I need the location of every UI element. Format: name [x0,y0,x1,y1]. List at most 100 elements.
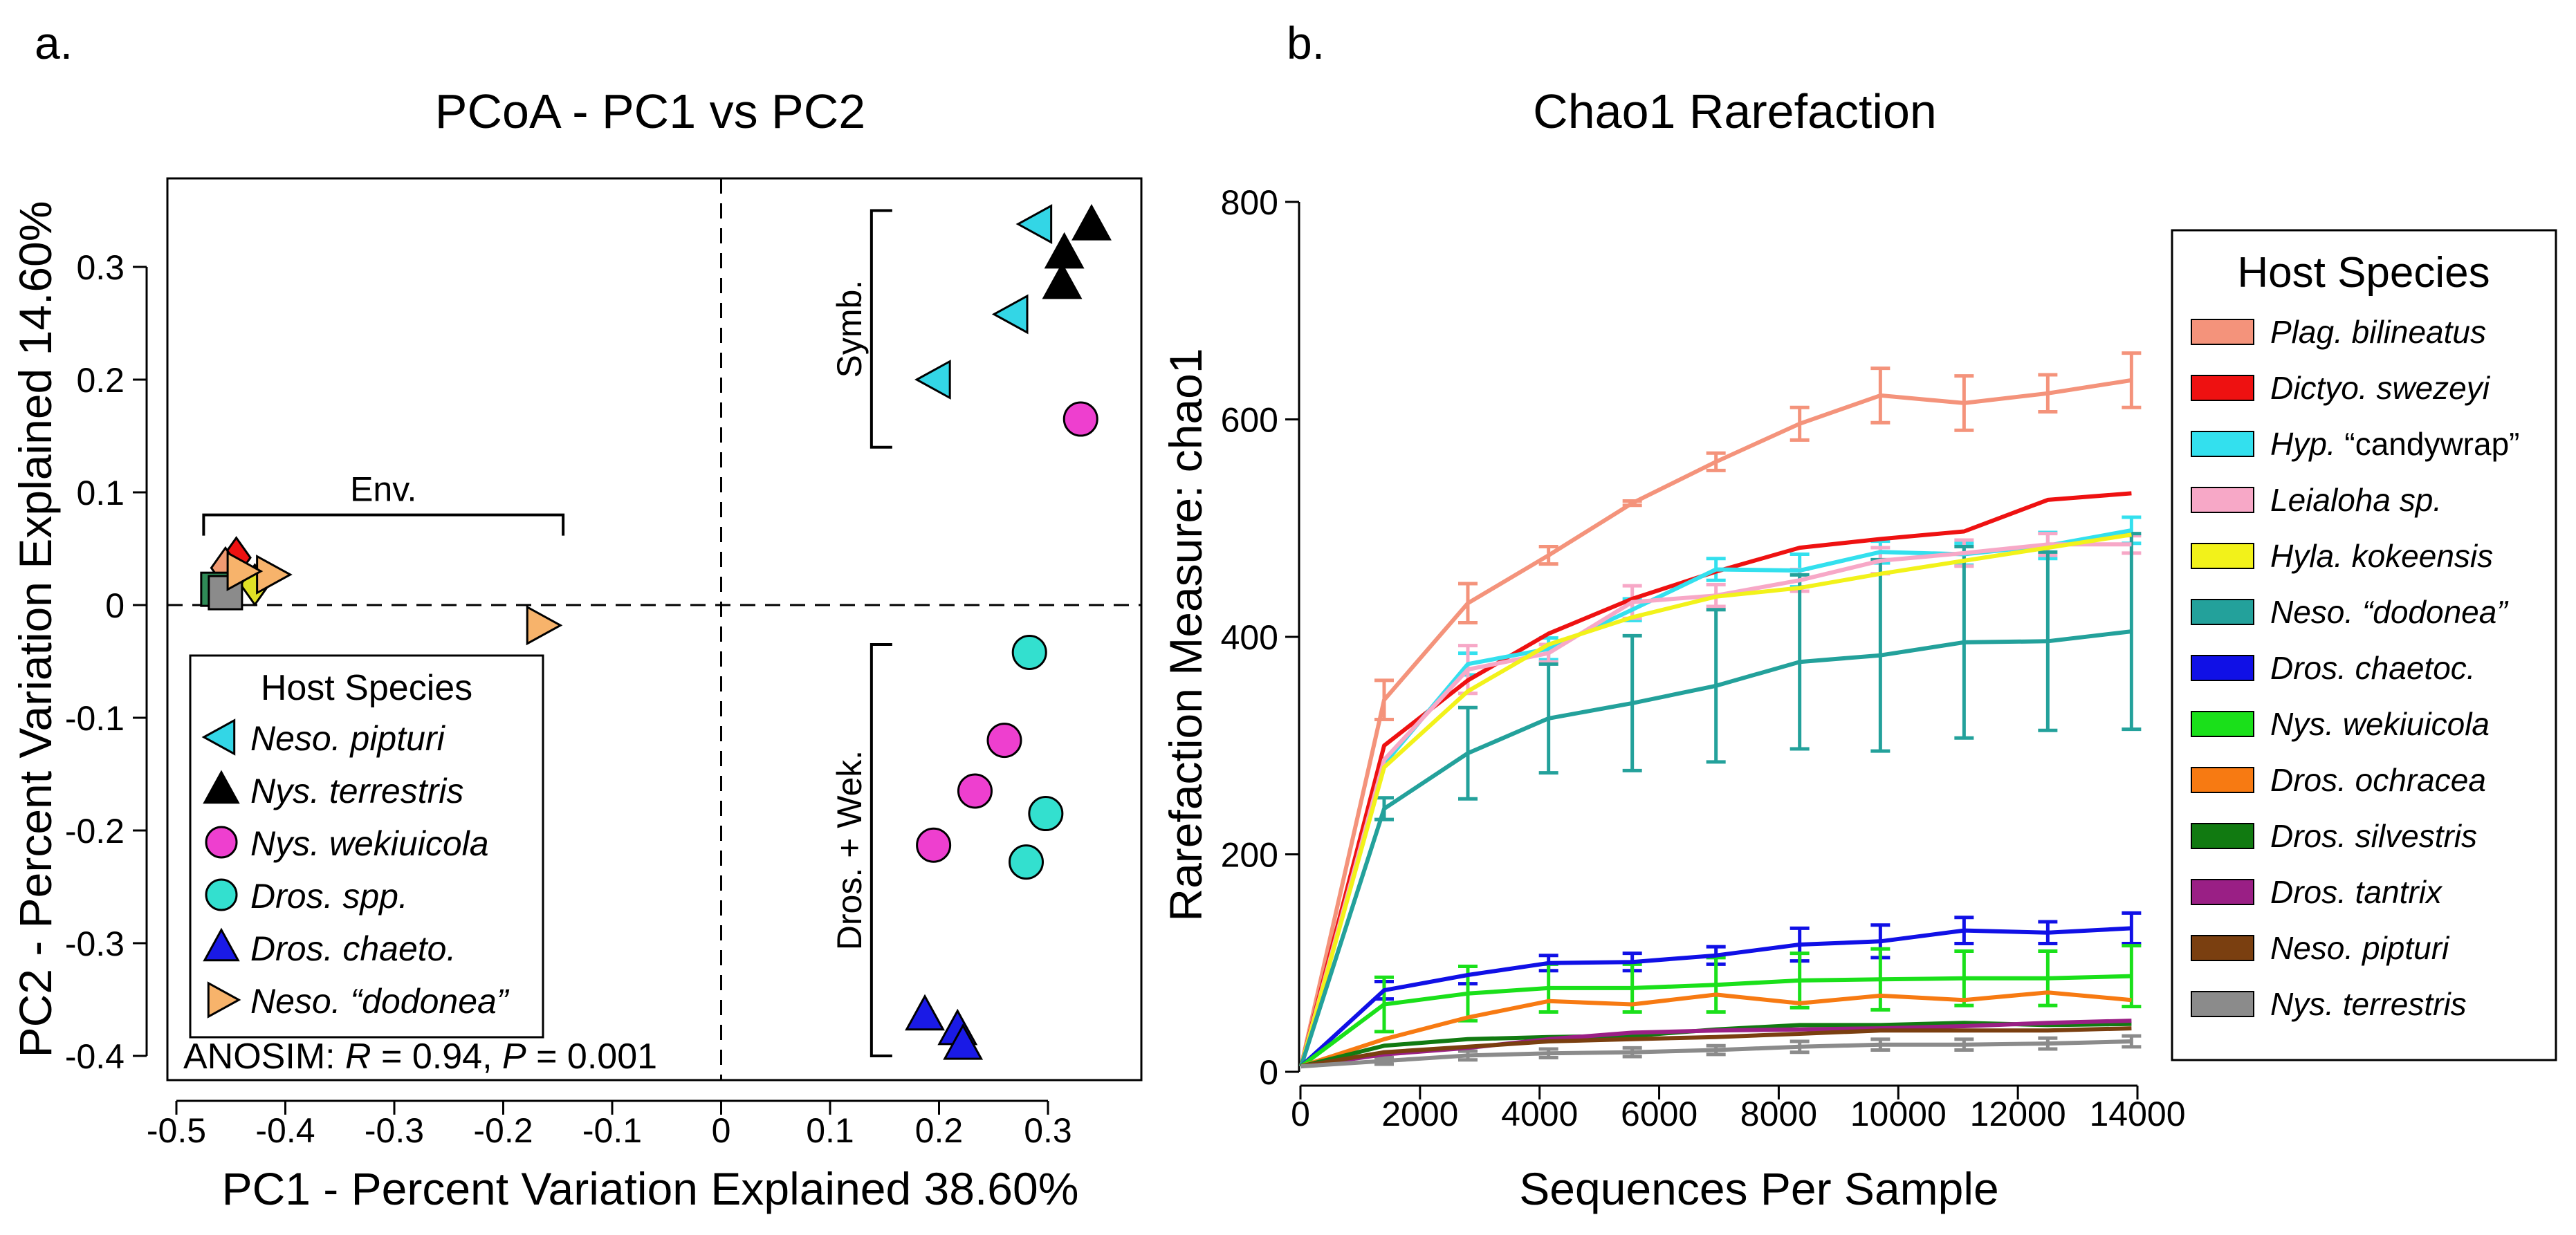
rarefaction-series-line [1299,629,2132,1068]
pcoa-x-tick-label: -0.5 [147,1111,206,1150]
rarefaction-legend-label-genus: Hyla. [2270,538,2343,574]
rarefaction-series-line [1300,990,2132,1068]
rarefaction-legend-label-species: ochracea [2346,762,2486,798]
pcoa-x-tick-label: -0.4 [255,1111,315,1150]
pcoa-legend-items: Neso. pipturi Nys. terrestris Nys. wekiuic… [201,718,510,1021]
pcoa-legend-marker [205,826,238,859]
rarefaction-legend-label-species: sp. [2391,482,2442,518]
pcoa-point [256,555,293,595]
rarefaction-legend-label-genus: Dros. [2270,818,2346,854]
pcoa-legend-label: Dros. chaeto. [250,929,456,968]
pcoa-legend-label: Dros. spp. [250,877,408,916]
rarefaction-legend-swatch [2191,543,2254,569]
pcoa-x-axis: -0.5 -0.4 -0.3 -0.2 -0.1 0 0.1 0.2 0.3 [147,1099,1072,1150]
bracket-env [202,513,565,536]
pcoa-y-tick-label: 0.2 [76,361,125,400]
pcoa-point [991,294,1029,335]
rarefaction-legend-swatch [2191,487,2254,513]
rarefaction-legend-label: Dros. silvestris [2270,818,2477,854]
rarefaction-legend-swatch [2191,991,2254,1017]
pcoa-reference-lines [167,178,1141,1080]
anosim-annotation: ANOSIM: R = 0.94, P = 0.001 [183,1037,657,1077]
pcoa-point [226,551,264,592]
rarefaction-legend-swatch [2191,375,2254,401]
pcoa-y-tick-label: -0.2 [65,812,125,851]
rarefaction-legend-label: Dros. tantrix [2270,874,2443,910]
rarefaction-y-tick-label: 200 [1221,836,1278,875]
rarefaction-legend-label-species: chaetoc. [2346,650,2476,686]
pcoa-legend-label: Nys. terrestris [250,772,463,810]
anosim-p-text: = 0.001 [526,1037,657,1077]
pcoa-legend-marker [203,770,240,804]
pcoa-plot-frame [166,177,1143,1081]
pcoa-point [914,360,951,400]
anosim-p-label: P [502,1037,526,1077]
pcoa-x-label: PC1 - Percent Variation Explained 38.60% [222,1163,1079,1214]
rarefaction-legend-label: Neso. pipturi [2270,930,2450,966]
pcoa-point [1028,796,1064,832]
panel-b-letter: b. [1287,17,1325,68]
pcoa-legend-title: Host Species [261,668,472,708]
rarefaction-axes: 0 2000 4000 6000 8000 10000 12000 14000 0 200 400 6… [1221,183,2186,1133]
rarefaction-legend-label-genus: Plag. [2270,314,2343,350]
rarefaction-legend-label-genus: Dros. [2270,762,2346,798]
pcoa-point [1042,262,1083,299]
rarefaction-x-tick-label: 8000 [1740,1095,1817,1133]
rarefaction-lines [1298,378,2132,1069]
rarefaction-legend-label-species: wekiuicola [2334,706,2490,742]
rarefaction-legend-label: Nys. terrestris [2270,986,2467,1022]
rarefaction-series-line [1300,1039,2132,1069]
pcoa-x-tick-label: 0 [712,1111,731,1150]
rarefaction-legend-swatch [2191,319,2254,345]
rarefaction-legend-label: Dros. ochracea [2270,762,2486,798]
pcoa-x-tick-label: -0.2 [473,1111,533,1150]
rarefaction-legend-label-species: silvestris [2346,818,2477,854]
bracket-symb-label: Symb. [830,280,869,378]
rarefaction-series-line [1298,378,2132,1067]
pcoa-legend-box [189,654,544,1039]
rarefaction-legend-label: Hyp. “candywrap” [2270,426,2519,462]
rarefaction-legend-swatch [2191,767,2254,793]
rarefaction-x-tick-label: 4000 [1501,1095,1578,1133]
rarefaction-legend-label: Leialoha sp. [2270,482,2442,518]
rarefaction-x-tick-label: 12000 [1970,1095,2066,1133]
rarefaction-series-line [1300,974,2132,1068]
pcoa-x-tick-label: 0.2 [915,1111,964,1150]
pcoa-point [916,827,952,863]
rarefaction-legend-box [2171,229,2557,1061]
pcoa-legend-label: Neso. “dodonea” [250,982,510,1021]
pcoa-y-label: PC2 - Percent Variation Explained 14.60% [10,201,61,1058]
bracket-env-label: Env. [350,470,416,509]
pcoa-y-tick-label: 0 [105,586,125,625]
rarefaction-legend-label: Nys. wekiuicola [2270,706,2490,742]
rarefaction-legend-swatch [2191,599,2254,625]
pcoa-y-axis: -0.4 -0.3 -0.2 -0.1 0 0.1 0.2 0.3 [65,248,148,1076]
rarefaction-legend-label: Plag. bilineatus [2270,314,2486,350]
pcoa-x-tick-label: -0.3 [365,1111,424,1150]
rarefaction-x-label: Sequences Per Sample [1519,1163,1998,1214]
pcoa-title: PCoA - PC1 vs PC2 [435,84,865,138]
rarefaction-y-tick-label: 400 [1221,618,1278,657]
pcoa-legend-label: Neso. pipturi [250,719,446,758]
rarefaction-legend-swatch [2191,431,2254,457]
rarefaction-legend-label-species: kokeensis [2343,538,2493,574]
rarefaction-legend-label-genus: Dros. [2270,650,2346,686]
rarefaction-x-tick-label: 6000 [1621,1095,1698,1133]
pcoa-point [986,723,1022,759]
rarefaction-legend-label-genus: Nys. [2270,706,2334,742]
bracket-dros-wek-label: Dros. + Wek. [830,750,869,950]
rarefaction-legend-label-species: “dodonea” [2353,594,2509,630]
rarefaction-legend-label-genus: Dros. [2270,874,2346,910]
pcoa-y-tick-label: -0.1 [65,699,125,738]
anosim-prefix: ANOSIM: [183,1037,345,1077]
pcoa-point [943,1023,984,1060]
pcoa-legend-marker [205,878,238,911]
rarefaction-legend-swatch [2191,879,2254,905]
rarefaction-legend-label-genus: Hyp. [2270,426,2336,462]
panel-a-letter: a. [35,17,73,68]
anosim-r-label: R [345,1037,371,1077]
pcoa-points [200,203,1112,1060]
rarefaction-series-line [1299,926,2132,1068]
pcoa-point [1071,203,1112,241]
rarefaction-legend-label: Dros. chaetoc. [2270,650,2476,686]
